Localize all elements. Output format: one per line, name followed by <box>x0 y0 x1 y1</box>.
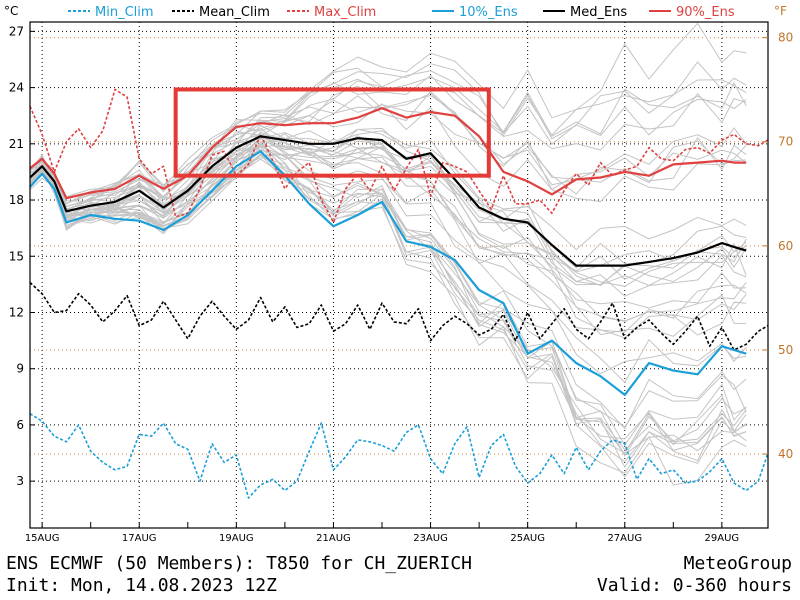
y-tick-label-8: 27 <box>9 24 24 38</box>
y-tick-label-0: 3 <box>16 474 24 488</box>
y-tick-label-5: 18 <box>9 193 24 207</box>
yf-tick-label-4: 80 <box>778 31 793 45</box>
member-line-17 <box>29 150 747 463</box>
member-line-10 <box>29 140 747 336</box>
member-line-37 <box>29 132 747 309</box>
member-line-38 <box>29 130 747 251</box>
series-lines <box>29 88 769 499</box>
x-tick-label-3: 21AUG <box>316 533 351 544</box>
plot-frame <box>29 21 769 529</box>
x-tick-label-5: 25AUG <box>510 533 545 544</box>
legend-label-3: Max_Clim <box>314 5 376 20</box>
ensemble-member-lines <box>29 22 747 486</box>
x-tick-label-4: 23AUG <box>413 533 448 544</box>
y-tick-label-3: 12 <box>9 305 24 319</box>
x-tick-label-2: 19AUG <box>219 533 254 544</box>
member-line-33 <box>29 156 747 478</box>
y-tick-label-4: 15 <box>9 249 24 263</box>
member-line-15 <box>29 154 747 486</box>
series-line-max-clim <box>29 88 769 224</box>
member-line-40 <box>29 99 747 212</box>
yf-tick-label-0: 40 <box>778 447 793 461</box>
member-line-36 <box>29 147 747 339</box>
series-line-mean-clim <box>29 281 769 351</box>
y-tick-label-6: 21 <box>9 137 24 151</box>
series-line-med-ens <box>29 135 747 267</box>
member-line-2 <box>29 138 747 297</box>
yf-tick-label-3: 70 <box>778 135 793 149</box>
plot-border <box>29 21 769 529</box>
member-line-32 <box>29 149 747 337</box>
member-line-23 <box>29 136 747 287</box>
footer-init: Init: Mon, 14.08.2023 12Z <box>6 575 277 596</box>
yf-tick-label-2: 60 <box>778 239 793 253</box>
x-tick-label-7: 29AUG <box>705 533 740 544</box>
series-line-10-ens <box>29 150 747 396</box>
member-line-39 <box>29 141 747 451</box>
y-unit-right: °F <box>774 4 787 18</box>
series-line-90-ens <box>29 107 747 200</box>
member-line-26 <box>29 103 747 205</box>
member-line-25 <box>29 132 747 286</box>
axis-ticks: 3 6 9 12 15 18 21 24 27 40 50 60 70 80 15AUG 17AUG 19AUG… <box>4 4 793 544</box>
footer-valid: Valid: 0-360 hours <box>596 575 792 596</box>
legend-label-4: 10%_Ens <box>459 5 518 20</box>
highlight-rectangle <box>173 87 491 178</box>
member-line-19 <box>29 153 747 457</box>
legend-label-2: Mean_Clim <box>199 5 270 20</box>
member-line-28 <box>29 80 747 204</box>
member-line-24 <box>29 143 747 455</box>
member-line-11 <box>29 74 747 211</box>
member-line-20 <box>29 146 747 428</box>
legend: Min_Clim Mean_Clim Max_Clim 10%_Ens Med_Ens 9… <box>68 5 735 20</box>
member-line-22 <box>29 131 747 286</box>
legend-label-5: Med_Ens <box>570 5 627 20</box>
y-tick-label-1: 6 <box>16 418 24 432</box>
y-tick-label-2: 9 <box>16 362 24 376</box>
highlight-box <box>173 87 491 178</box>
y-unit-left: °C <box>4 4 18 18</box>
yf-tick-label-1: 50 <box>778 343 793 357</box>
legend-label-6: 90%_Ens <box>676 5 735 20</box>
x-tick-label-1: 17AUG <box>122 533 157 544</box>
y-tick-label-7: 24 <box>9 81 24 95</box>
footer-title: ENS ECMWF (50 Members): T850 for CH_ZUER… <box>6 553 472 574</box>
x-tick-label-0: 15AUG <box>25 533 60 544</box>
x-tick-label-6: 27AUG <box>607 533 642 544</box>
grid <box>30 22 768 528</box>
legend-label-1: Min_Clim <box>95 5 154 20</box>
footer-provider: MeteoGroup <box>683 553 792 574</box>
